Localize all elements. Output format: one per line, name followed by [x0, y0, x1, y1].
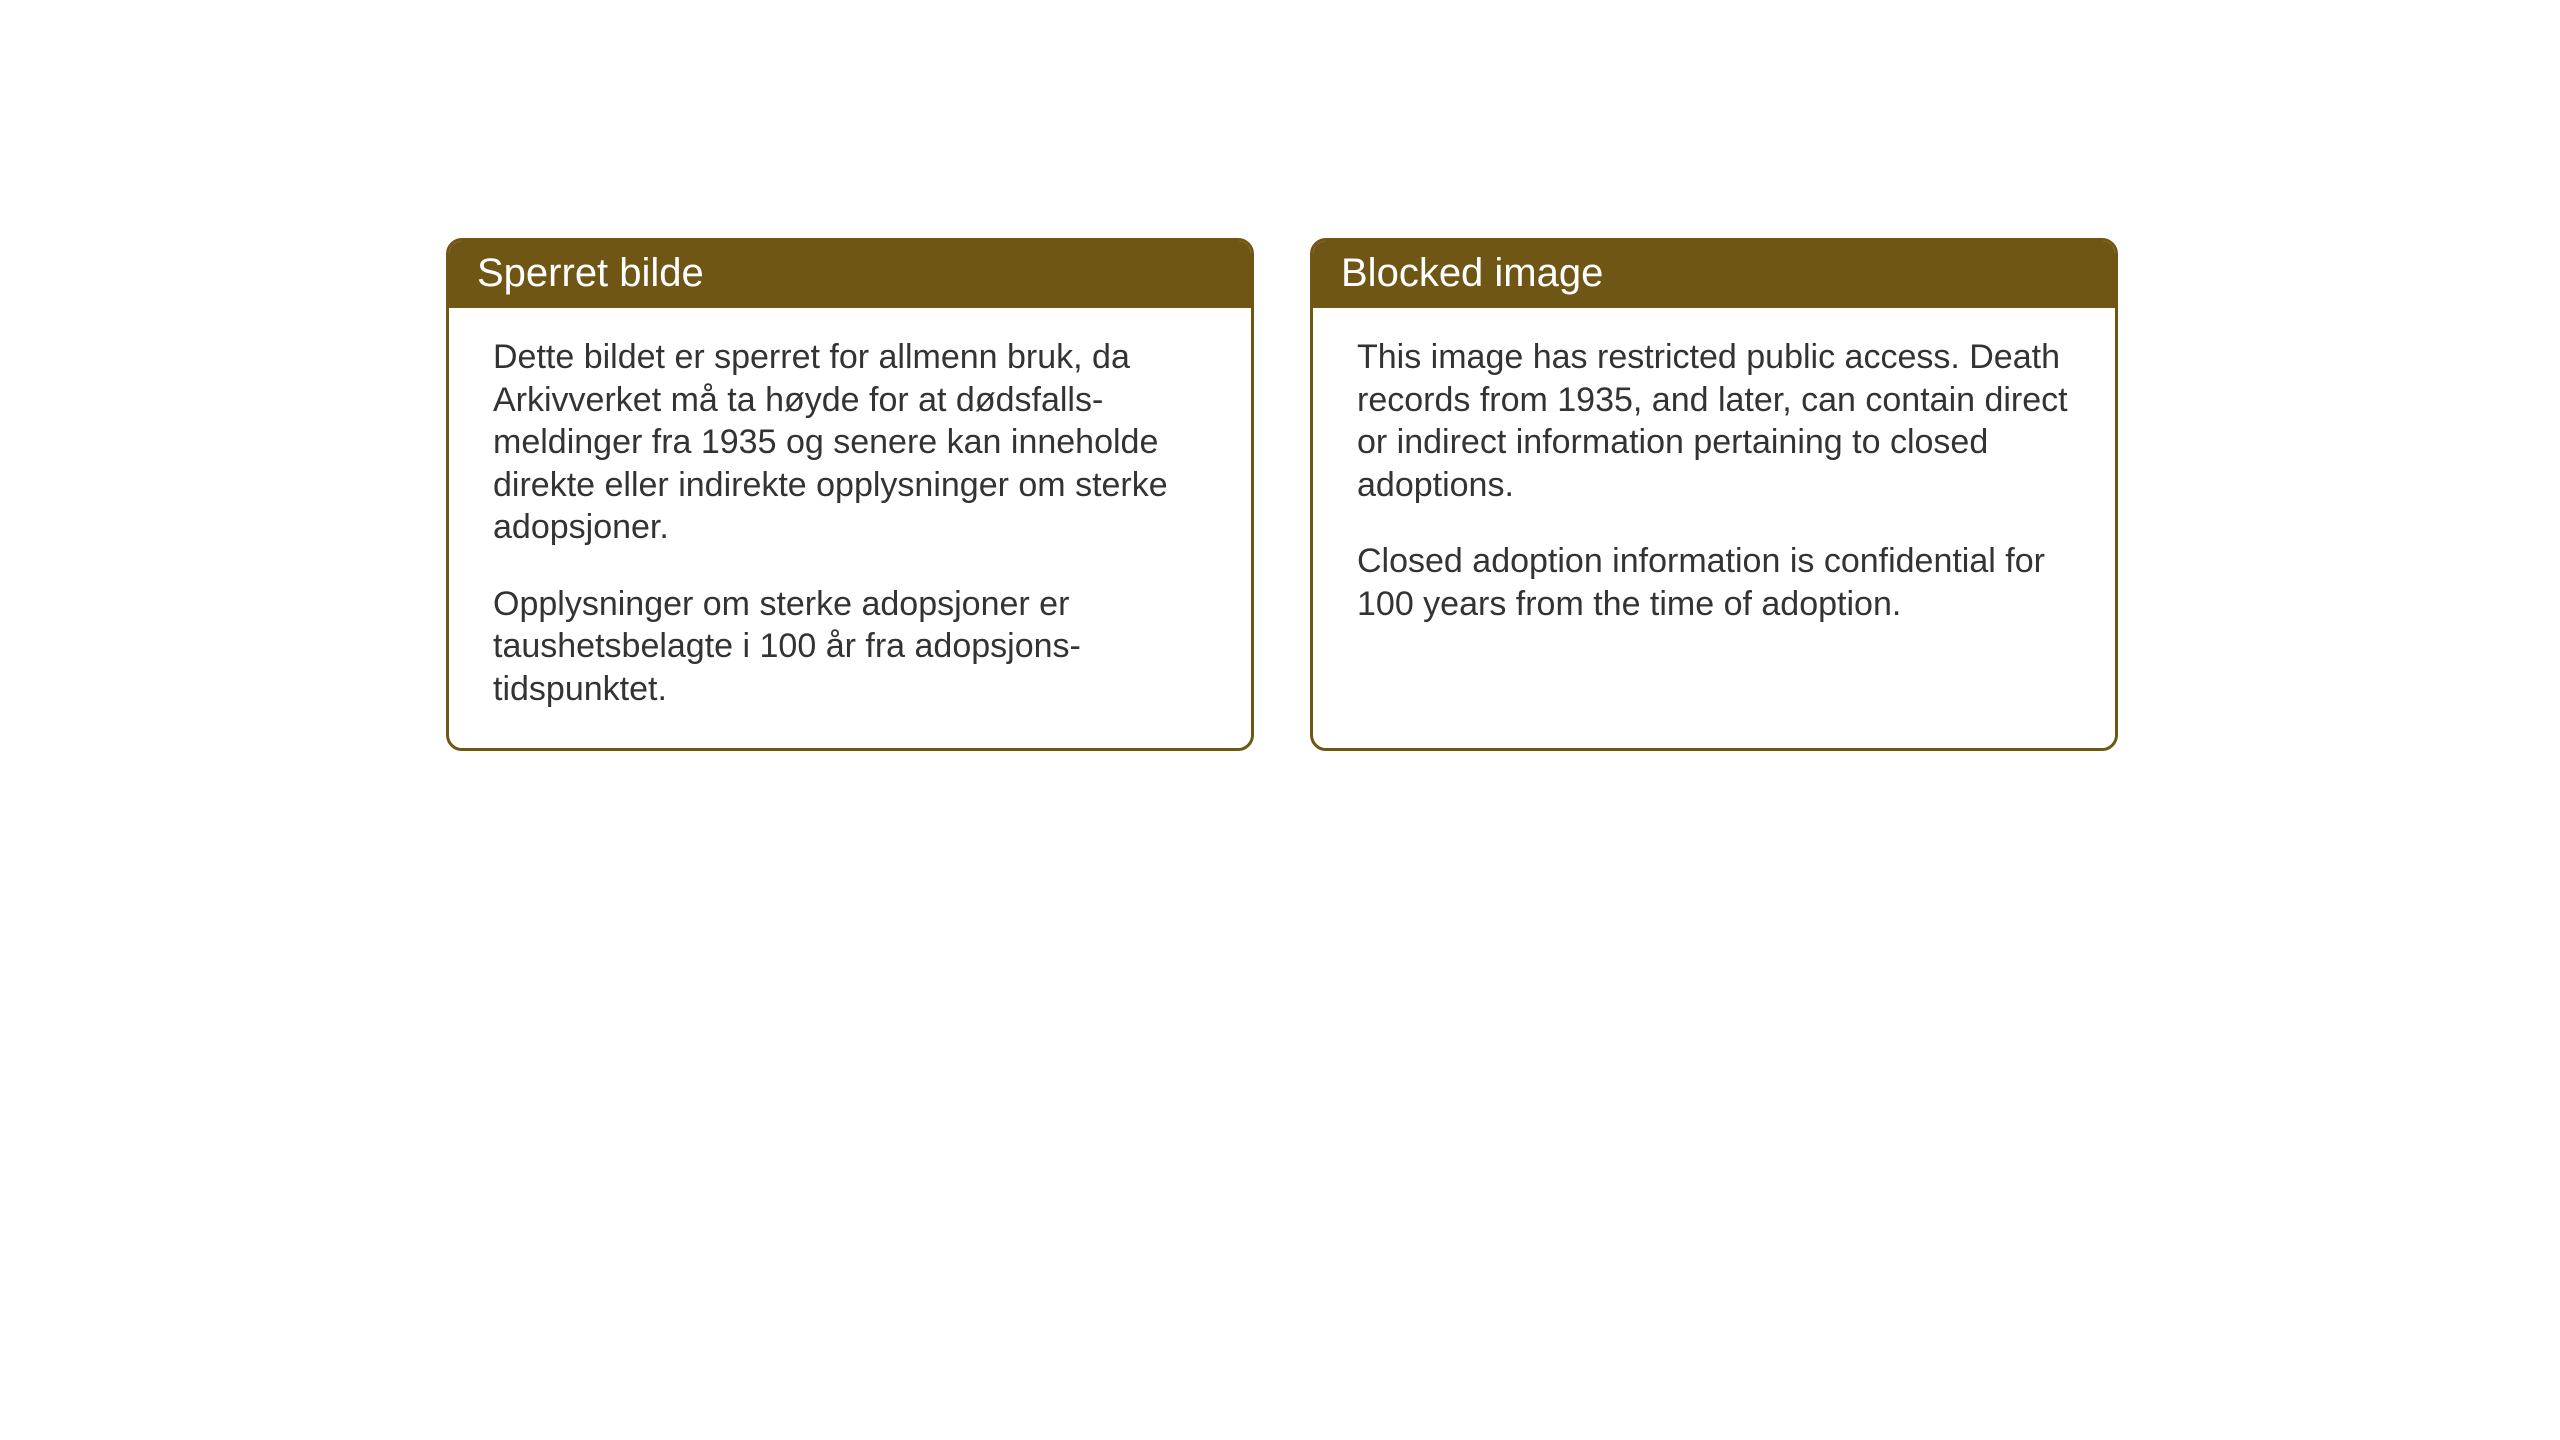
paragraph-norwegian-2: Opplysninger om sterke adopsjoner er tau… — [493, 583, 1207, 711]
card-title-english: Blocked image — [1341, 251, 1603, 295]
notice-card-english: Blocked image This image has restricted … — [1310, 238, 2118, 751]
notice-container: Sperret bilde Dette bildet er sperret fo… — [446, 238, 2118, 751]
card-header-english: Blocked image — [1313, 241, 2115, 308]
notice-card-norwegian: Sperret bilde Dette bildet er sperret fo… — [446, 238, 1254, 751]
paragraph-english-1: This image has restricted public access.… — [1357, 336, 2071, 506]
card-body-english: This image has restricted public access.… — [1313, 308, 2115, 663]
card-header-norwegian: Sperret bilde — [449, 241, 1251, 308]
paragraph-english-2: Closed adoption information is confident… — [1357, 540, 2071, 625]
card-body-norwegian: Dette bildet er sperret for allmenn bruk… — [449, 308, 1251, 748]
paragraph-norwegian-1: Dette bildet er sperret for allmenn bruk… — [493, 336, 1207, 549]
card-title-norwegian: Sperret bilde — [477, 251, 704, 295]
